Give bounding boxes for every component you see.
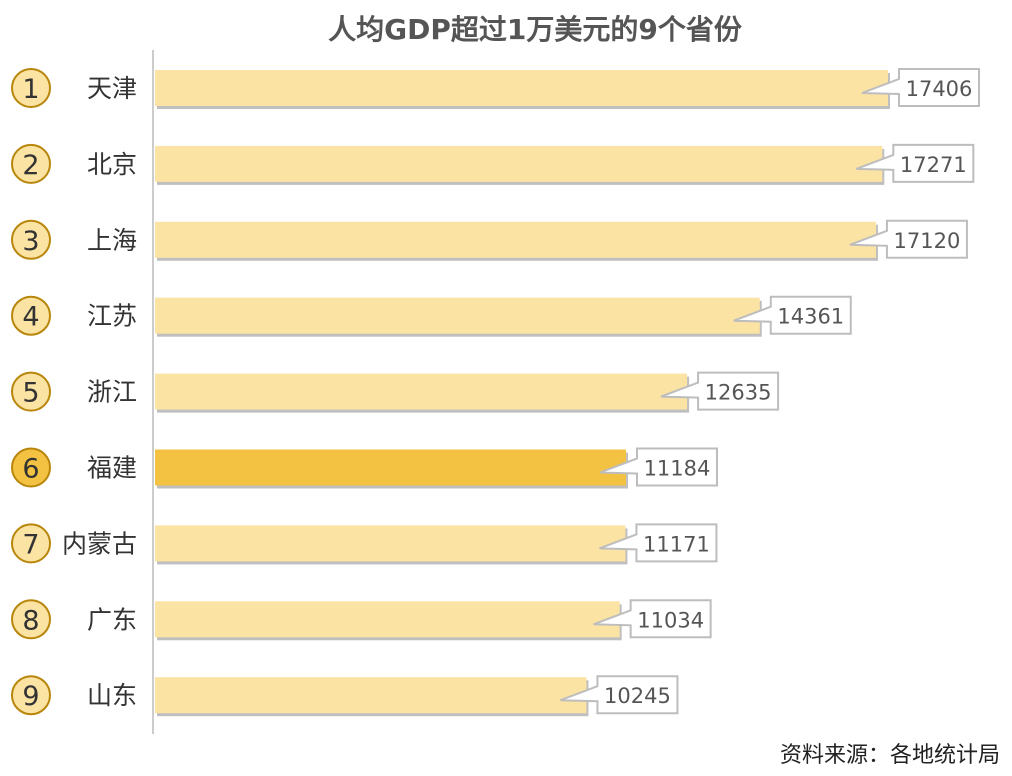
category-label: 天津 (87, 74, 137, 103)
rank-badge (11, 295, 51, 336)
bar (155, 70, 888, 106)
value-callout (849, 219, 968, 259)
bar (155, 525, 626, 562)
rank-badge (11, 143, 51, 184)
rank-number: 7 (22, 529, 39, 560)
bar (155, 297, 760, 334)
value-label: 10245 (604, 684, 671, 708)
value-label: 17120 (894, 229, 961, 253)
category-label: 江苏 (87, 302, 137, 331)
value-label: 17271 (900, 153, 967, 177)
value-callout (660, 371, 780, 411)
rank-number: 4 (22, 302, 39, 333)
rank-badge (11, 675, 51, 716)
rank-number: 1 (22, 74, 39, 105)
value-label: 11171 (643, 532, 710, 556)
category-label: 上海 (87, 226, 137, 255)
category-label: 浙江 (87, 378, 137, 407)
bar (155, 373, 688, 410)
rank-badge (11, 523, 51, 564)
value-label: 14361 (777, 305, 844, 329)
value-label: 11184 (644, 457, 711, 481)
source-note: 资料来源：各地统计局 (780, 743, 1000, 768)
category-label: 内蒙古 (62, 529, 137, 558)
rank-badge (11, 371, 51, 412)
value-callout (855, 143, 975, 183)
value-label: 17406 (906, 77, 973, 101)
rank-number: 8 (22, 605, 39, 636)
value-callout (599, 523, 718, 563)
rank-number: 5 (22, 378, 39, 409)
category-label: 广东 (87, 605, 137, 634)
bar (155, 677, 587, 714)
chart-rows: 1 天津 17406 2 北京 17271 3 上海 17120 4 江苏 14361 5 浙江 12635… (11, 68, 980, 717)
bar (155, 601, 620, 638)
value-callout (560, 675, 679, 715)
value-label: 11034 (637, 608, 704, 632)
value-callout (733, 295, 852, 335)
category-label: 山东 (87, 681, 137, 710)
value-label: 12635 (705, 381, 772, 405)
rank-badge (11, 219, 51, 260)
value-callout (599, 447, 718, 487)
rank-number: 9 (22, 681, 39, 712)
rank-number: 3 (22, 226, 39, 257)
category-label: 北京 (87, 150, 137, 179)
chart-title: 人均GDP超过1万美元的9个省份 (328, 13, 742, 46)
value-callout (593, 599, 712, 639)
rank-number: 6 (22, 454, 39, 485)
bar (155, 221, 876, 258)
value-callout (861, 68, 980, 107)
bar (155, 145, 883, 182)
rank-number: 2 (22, 150, 39, 181)
rank-badge (11, 68, 51, 108)
category-label: 福建 (87, 454, 137, 483)
rank-badge (11, 447, 51, 488)
rank-badge (11, 599, 51, 640)
bar (155, 449, 626, 486)
